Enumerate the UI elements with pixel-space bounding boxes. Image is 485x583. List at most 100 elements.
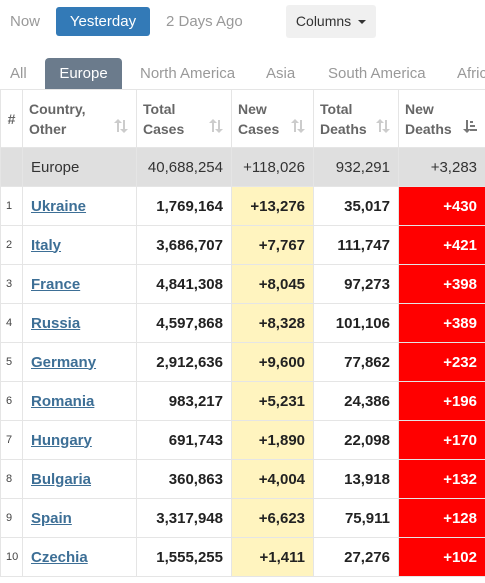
country-cell: Russia xyxy=(22,303,137,343)
country-link[interactable]: Czechia xyxy=(31,548,88,566)
total-deaths-cell: 24,386 xyxy=(313,381,399,421)
country-link[interactable]: Italy xyxy=(31,236,62,254)
tab-north-america[interactable]: North America xyxy=(140,65,236,82)
country-link[interactable]: Germany xyxy=(31,353,97,371)
header-total-deaths-line2: Deaths xyxy=(320,120,367,137)
header-total-cases-line1: Total xyxy=(143,100,176,117)
total-cases-cell: 1,555,255 xyxy=(136,537,232,577)
tab-2-days-ago[interactable]: 2 Days Ago xyxy=(166,13,243,30)
columns-label: Columns xyxy=(295,13,352,29)
total-deaths-cell: 111,747 xyxy=(313,225,399,265)
total-deaths-cell: 75,911 xyxy=(313,498,399,538)
total-deaths-cell: 22,098 xyxy=(313,420,399,460)
header-country-line2: Other xyxy=(29,120,67,137)
table-row: 2 Italy 3,686,707 +7,767 111,747 +421 xyxy=(0,225,485,265)
country-cell: France xyxy=(22,264,137,304)
rank-cell: 2 xyxy=(0,225,23,265)
total-cases-cell: 3,317,948 xyxy=(136,498,232,538)
table-row: 9 Spain 3,317,948 +6,623 75,911 +128 xyxy=(0,498,485,538)
rank-cell: 5 xyxy=(0,342,23,382)
new-deaths-cell: +389 xyxy=(398,303,485,343)
table-row: 7 Hungary 691,743 +1,890 22,098 +170 xyxy=(0,420,485,460)
header-country-line1: Country, xyxy=(29,100,86,117)
new-cases-cell: +8,328 xyxy=(231,303,314,343)
header-total-cases-line2: Cases xyxy=(143,120,185,137)
header-new-deaths[interactable]: New Deaths xyxy=(398,89,485,148)
new-deaths-cell: +232 xyxy=(398,342,485,382)
total-deaths-cell: 13,918 xyxy=(313,459,399,499)
new-cases-cell: +118,026 xyxy=(231,147,314,187)
table-row: 8 Bulgaria 360,863 +4,004 13,918 +132 xyxy=(0,459,485,499)
country-link[interactable]: Hungary xyxy=(31,431,92,449)
tab-all[interactable]: All xyxy=(10,65,27,82)
new-deaths-cell: +102 xyxy=(398,537,485,577)
day-selector: Now Yesterday 2 Days Ago Columns xyxy=(0,0,485,44)
header-rank: # xyxy=(0,89,23,148)
new-deaths-cell: +430 xyxy=(398,186,485,226)
new-cases-cell: +9,600 xyxy=(231,342,314,382)
tab-asia[interactable]: Asia xyxy=(266,65,296,82)
country-cell: Bulgaria xyxy=(22,459,137,499)
total-cases-cell: 4,597,868 xyxy=(136,303,232,343)
country-link[interactable]: Ukraine xyxy=(31,197,87,215)
country-cell: Ukraine xyxy=(22,186,137,226)
caret-down-icon xyxy=(358,20,367,25)
country-link[interactable]: Bulgaria xyxy=(31,470,92,488)
header-total-deaths[interactable]: Total Deaths xyxy=(313,89,399,148)
total-deaths-cell: 97,273 xyxy=(313,264,399,304)
region-name: Europe xyxy=(22,147,137,187)
header-new-cases-line2: Cases xyxy=(238,120,280,137)
rank-cell: 10 xyxy=(0,537,23,577)
total-cases-cell: 1,769,164 xyxy=(136,186,232,226)
new-deaths-cell: +196 xyxy=(398,381,485,421)
total-deaths-cell: 101,106 xyxy=(313,303,399,343)
table-row: 6 Romania 983,217 +5,231 24,386 +196 xyxy=(0,381,485,421)
new-cases-cell: +7,767 xyxy=(231,225,314,265)
country-cell: Germany xyxy=(22,342,137,382)
table-row: 10 Czechia 1,555,255 +1,411 27,276 +102 xyxy=(0,537,485,577)
country-cell: Czechia xyxy=(22,537,137,577)
tab-south-america[interactable]: South America xyxy=(328,65,426,82)
new-deaths-cell: +3,283 xyxy=(398,147,485,187)
tab-now[interactable]: Now xyxy=(10,13,41,30)
header-total-cases[interactable]: Total Cases xyxy=(136,89,232,148)
new-cases-cell: +1,411 xyxy=(231,537,314,577)
header-country[interactable]: Country, Other xyxy=(22,89,137,148)
country-cell: Spain xyxy=(22,498,137,538)
country-cell: Hungary xyxy=(22,420,137,460)
total-row: Europe 40,688,254 +118,026 932,291 +3,28… xyxy=(0,147,485,187)
columns-button[interactable]: Columns xyxy=(286,5,376,38)
covid-table: # Country, Other Total Cases New Cases Tota… xyxy=(0,89,485,577)
header-new-cases[interactable]: New Cases xyxy=(231,89,314,148)
country-link[interactable]: Romania xyxy=(31,392,95,410)
country-link[interactable]: France xyxy=(31,275,81,293)
header-new-deaths-line2: Deaths xyxy=(405,120,452,137)
sort-arrows-icon[interactable] xyxy=(114,119,128,134)
sort-arrows-icon[interactable] xyxy=(209,119,223,134)
total-deaths-cell: 77,862 xyxy=(313,342,399,382)
rank-cell: 9 xyxy=(0,498,23,538)
header-row: # Country, Other Total Cases New Cases Tota… xyxy=(0,89,485,148)
tab-africa[interactable]: Afric xyxy=(457,65,485,82)
sort-arrows-icon[interactable] xyxy=(291,119,305,134)
country-link[interactable]: Spain xyxy=(31,509,72,527)
rank-cell xyxy=(0,147,23,187)
tab-europe[interactable]: Europe xyxy=(45,58,122,89)
total-cases-cell: 2,912,636 xyxy=(136,342,232,382)
new-cases-cell: +8,045 xyxy=(231,264,314,304)
total-deaths-cell: 932,291 xyxy=(313,147,399,187)
sort-arrows-icon[interactable] xyxy=(376,119,390,134)
header-new-deaths-line1: New xyxy=(405,100,434,117)
tab-yesterday[interactable]: Yesterday xyxy=(56,7,150,36)
sort-descending-icon[interactable] xyxy=(463,120,477,134)
new-deaths-cell: +398 xyxy=(398,264,485,304)
total-cases-cell: 983,217 xyxy=(136,381,232,421)
rank-cell: 6 xyxy=(0,381,23,421)
new-deaths-cell: +128 xyxy=(398,498,485,538)
table-row: 3 France 4,841,308 +8,045 97,273 +398 xyxy=(0,264,485,304)
country-link[interactable]: Russia xyxy=(31,314,81,332)
new-cases-cell: +5,231 xyxy=(231,381,314,421)
rank-cell: 7 xyxy=(0,420,23,460)
header-total-deaths-line1: Total xyxy=(320,100,353,117)
total-cases-cell: 360,863 xyxy=(136,459,232,499)
